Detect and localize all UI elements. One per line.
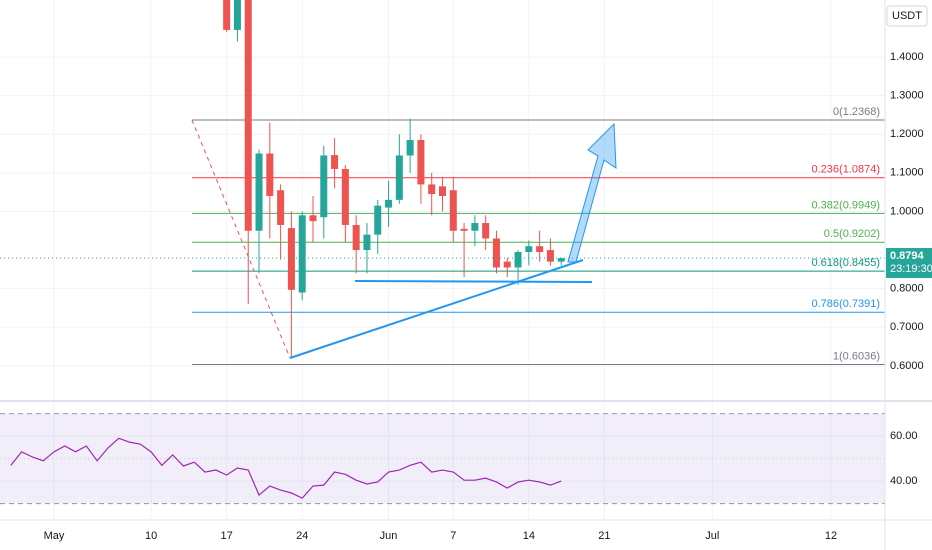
candle-body [352,224,360,251]
y-tick-label: 0.6000 [890,360,924,372]
currency-badge[interactable] [886,5,928,27]
x-tick-label: Jun [380,530,398,542]
last-price-badge [886,248,932,279]
candle-body [223,0,231,30]
candle-body [471,223,479,231]
fib-label: 0.618(0.8455) [812,257,881,269]
candle-body [503,261,511,268]
candle-body [277,190,285,225]
candle-body [449,190,457,231]
candle-body [233,0,241,30]
candle-body [374,205,382,235]
rsi-line [10,437,562,499]
candle-body [525,246,533,252]
candle-body [514,251,522,268]
x-tick-label: 12 [825,530,837,542]
candle-body [460,228,468,231]
axes: May 10 17 24 Jun 7 14 21 Jul 12 1.4000 1.3000 1.2000… [44,51,932,542]
countdown: 23:19:30 [890,263,932,275]
fib-label: 0.236(1.0874) [812,164,881,176]
candle-body [287,228,295,290]
candle-body [331,155,339,169]
candle-body [385,199,393,208]
candle-body [244,0,252,231]
candle-body [557,258,565,262]
fib-label: 0.5(0.9202) [824,228,880,240]
fib-label: 0.382(0.9949) [812,199,881,211]
projection-arrow [567,122,617,263]
x-tick-label: 7 [450,530,456,542]
y-tick-label: 1.4000 [890,51,924,63]
candle-body [298,215,306,293]
candle-body [320,155,328,218]
y-tick-label: 0.7000 [890,321,924,333]
y-tick-label: 1.0000 [890,205,924,217]
drawings [191,119,617,359]
currency: USDT [892,10,922,22]
fib-label: 0(1.2368) [833,106,880,118]
x-tick-label: 10 [145,530,157,542]
candle-body [546,250,554,262]
candle-body [536,246,544,252]
candle-body [417,140,425,185]
x-tick-label: 24 [296,530,308,542]
candle-body [428,184,436,195]
last-price: 0.8794 [890,250,925,262]
candle-body [309,215,317,222]
trend-line [289,259,584,359]
y-tick-label: 0.8000 [890,283,924,295]
y-tick-label: 60.00 [890,430,918,442]
candle-body [266,153,274,197]
candle-body [395,155,403,200]
fib-label: 1(0.6036) [833,350,880,362]
rsi-band [0,413,885,504]
x-tick-label: Jul [705,530,719,542]
candle-body [363,234,371,251]
candle-body [482,223,490,239]
y-tick-label: 1.2000 [890,128,924,140]
candle-body [406,140,414,156]
y-tick-label: 40.00 [890,475,918,487]
candle-body [492,238,500,268]
support-line [354,280,593,283]
x-tick-label: May [44,530,65,542]
x-tick-label: 14 [523,530,535,542]
x-tick-label: 17 [221,530,233,542]
candle-body [255,153,263,231]
fib-label: 0.786(0.7391) [812,298,881,310]
grid [0,0,885,520]
price-pane: 0(1.2368) 0.236(1.0874) 0.382(0.9949) 0.5(0… [0,0,885,366]
dashed-connector [191,119,291,359]
y-tick-label: 1.1000 [890,167,924,179]
candle-body [341,168,349,225]
y-tick-label: 1.3000 [890,90,924,102]
rsi-pane [0,413,885,505]
x-tick-label: 21 [598,530,610,542]
candle-body [439,186,446,197]
